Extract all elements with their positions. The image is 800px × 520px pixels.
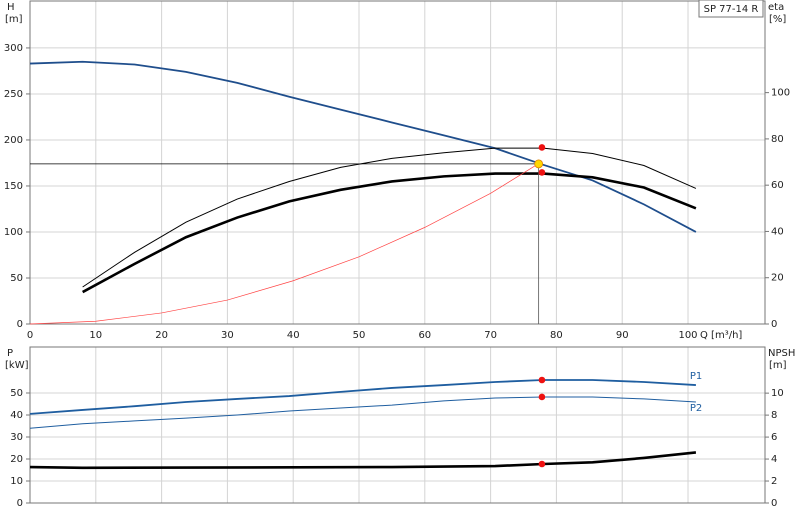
curve-label: P2 [690,403,702,414]
x-tick-label: 60 [418,330,431,341]
y2-tick-label: 4 [771,454,777,465]
y2-axis-label: eta [768,2,784,13]
x-tick-label: 100 [678,330,697,341]
x-tick-label: 10 [89,330,102,341]
y2-tick-label: 0 [771,498,777,509]
y-tick-label: 250 [4,89,23,100]
curve [82,172,697,294]
operating-marker [538,460,546,468]
curve [82,147,697,288]
curve [29,60,697,233]
y-tick-label: 0 [17,498,23,509]
x-axis-label: Q [m³/h] [700,330,742,341]
x-tick-label: 80 [550,330,563,341]
y2-tick-label: 40 [771,226,784,237]
y-tick-label: 30 [10,432,23,443]
curve [29,164,537,325]
x-tick-label: 40 [287,330,300,341]
y2-tick-label: 10 [771,388,784,399]
x-tick-label: 20 [155,330,168,341]
curve [29,451,697,470]
plot-frame [29,0,766,325]
y2-tick-label: 8 [771,410,777,421]
y2-tick-label: 20 [771,273,784,284]
y-tick-label: 50 [10,388,23,399]
duty-point [534,159,544,169]
y-axis-unit: [kW] [5,360,29,371]
plot-frame [29,346,766,504]
x-tick-label: 30 [221,330,234,341]
y-tick-label: 150 [4,181,23,192]
y-tick-label: 20 [10,454,23,465]
y-tick-label: 40 [10,410,23,421]
y-tick-label: 200 [4,135,23,146]
y2-axis-unit: [%] [769,14,786,25]
curve [29,396,696,429]
y2-tick-label: 0 [771,319,777,330]
operating-marker [538,169,546,176]
y2-tick-label: 80 [771,134,784,145]
x-tick-label: 90 [616,330,629,341]
y-tick-label: 50 [10,273,23,284]
y2-axis-unit: [m] [769,360,787,371]
operating-marker [538,376,546,384]
y2-tick-label: 6 [771,432,777,443]
y-axis-label: P [7,348,13,359]
y-axis-unit: [m] [5,14,23,25]
y-tick-label: 300 [4,43,23,54]
x-tick-label: 0 [27,330,33,341]
y2-tick-label: 100 [771,88,790,99]
operating-marker [538,144,546,151]
y2-tick-label: 2 [771,476,777,487]
x-tick-label: 70 [484,330,497,341]
y2-axis-label: NPSH [768,348,795,359]
y-tick-label: 100 [4,227,23,238]
curve [29,379,696,415]
y-axis-label: H [7,2,15,13]
x-tick-label: 50 [353,330,366,341]
curve-label: P1 [690,371,702,382]
y2-tick-label: 60 [771,180,784,191]
operating-marker [538,393,546,401]
title-box [698,0,764,18]
y-tick-label: 0 [17,319,23,330]
y-tick-label: 10 [10,476,23,487]
chart-title: SP 77-14 R [704,4,759,15]
